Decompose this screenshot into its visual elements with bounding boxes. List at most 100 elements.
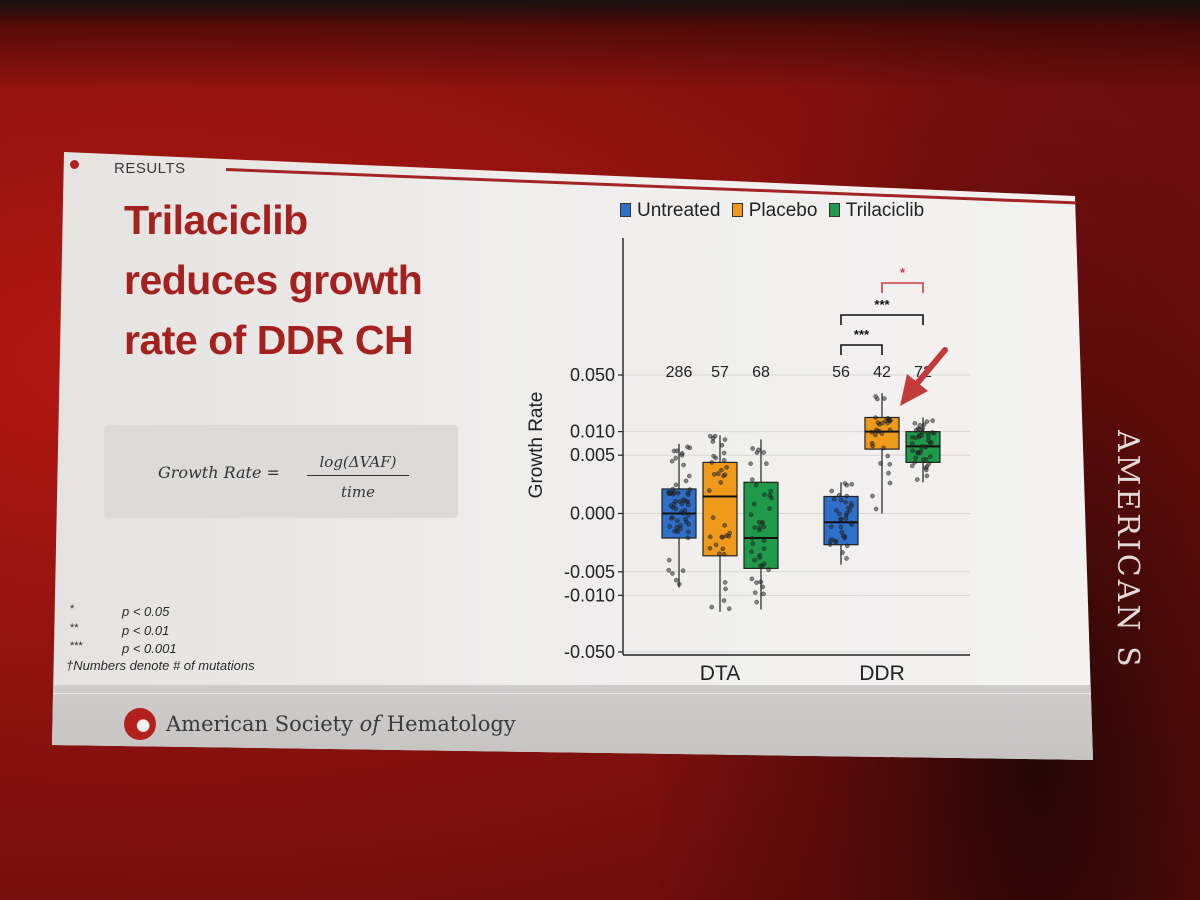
point-placebo-dta [707, 433, 713, 439]
point-untreated-dta [685, 535, 691, 541]
formula-lhs: Growth Rate = [158, 463, 280, 482]
point-trilaciclib-dta [758, 579, 764, 585]
point-untreated-dta [673, 455, 679, 461]
point-trilaciclib-ddr [928, 440, 934, 445]
point-placebo-ddr [873, 394, 878, 399]
point-untreated-ddr [844, 543, 850, 549]
point-placebo-dta [719, 442, 725, 448]
y-tick-label-1: 0.010 [570, 422, 615, 442]
point-trilaciclib-dta [749, 477, 755, 482]
point-placebo-dta [723, 586, 728, 592]
point-placebo-ddr [880, 420, 885, 426]
point-placebo-ddr [881, 396, 887, 401]
point-untreated-ddr [839, 529, 845, 535]
point-trilaciclib-dta [750, 446, 756, 451]
point-untreated-ddr [832, 538, 838, 544]
point-trilaciclib-dta [761, 538, 767, 544]
formula-box: Growth Rate = log(ΔVAF) time [104, 425, 458, 518]
point-placebo-dta [721, 458, 727, 463]
point-untreated-dta [668, 503, 674, 509]
point-trilaciclib-ddr [924, 473, 930, 479]
point-placebo-ddr [887, 427, 893, 433]
point-placebo-dta [720, 534, 725, 540]
point-placebo-dta [721, 450, 727, 456]
point-untreated-dta [669, 516, 674, 521]
point-untreated-ddr [848, 501, 854, 506]
point-placebo-dta [709, 604, 715, 610]
point-placebo-ddr [869, 440, 875, 446]
y-tick-label-0: 0.050 [570, 365, 615, 385]
point-untreated-dta [683, 516, 688, 522]
title-line-1: Trilaciclib [124, 197, 308, 243]
point-untreated-dta [666, 491, 672, 497]
point-placebo-ddr [885, 453, 891, 459]
legend-swatch-untreated [620, 203, 631, 217]
point-untreated-ddr [849, 481, 855, 487]
chart-legend: Untreated Placebo Trilaciclib [620, 200, 930, 222]
point-untreated-ddr [844, 556, 849, 561]
point-trilaciclib-ddr [920, 426, 925, 431]
point-trilaciclib-dta [751, 501, 757, 507]
point-placebo-ddr [873, 432, 878, 438]
sig-text-1: p < 0.05 [122, 604, 170, 619]
point-untreated-dta [670, 571, 675, 576]
point-trilaciclib-dta [749, 536, 755, 541]
point-trilaciclib-ddr [912, 459, 918, 465]
point-untreated-ddr [838, 497, 844, 503]
point-untreated-ddr [840, 550, 845, 555]
title-line-3: rate of DDR CH [124, 317, 414, 363]
point-untreated-dta [673, 577, 679, 583]
point-placebo-dta [722, 580, 728, 585]
point-untreated-dta [679, 501, 685, 507]
point-trilaciclib-dta [752, 557, 757, 563]
point-placebo-dta [721, 598, 727, 603]
point-untreated-dta [685, 529, 691, 535]
point-placebo-dta [715, 471, 721, 476]
point-trilaciclib-dta [748, 461, 753, 467]
point-untreated-ddr [838, 516, 843, 522]
point-trilaciclib-dta [754, 482, 759, 488]
ash-logo-icon [124, 708, 156, 740]
formula-numerator: log(ΔVAF) [319, 453, 397, 471]
point-untreated-dta [686, 521, 691, 527]
n-label-placebo-dta: 57 [711, 364, 729, 381]
point-trilaciclib-dta [749, 576, 755, 582]
point-placebo-dta [727, 530, 733, 536]
point-trilaciclib-dta [757, 527, 762, 533]
point-trilaciclib-dta [762, 492, 767, 498]
point-placebo-dta [726, 606, 732, 612]
point-trilaciclib-dta [750, 541, 756, 546]
point-placebo-ddr [887, 461, 893, 467]
section-dot-icon [70, 160, 79, 169]
point-placebo-dta [720, 546, 726, 552]
point-untreated-ddr [844, 493, 850, 499]
point-trilaciclib-ddr [921, 457, 926, 463]
n-label-placebo-ddr: 42 [873, 364, 891, 381]
legend-swatch-trilaciclib [828, 203, 840, 217]
footer-divider [52, 693, 1093, 694]
point-trilaciclib-dta [766, 567, 771, 573]
point-trilaciclib-dta [761, 450, 767, 455]
point-trilaciclib-dta [752, 590, 758, 596]
point-trilaciclib-ddr [923, 467, 929, 473]
significance-label-1: *** [854, 327, 870, 342]
point-untreated-ddr [843, 512, 849, 518]
point-trilaciclib-ddr [919, 433, 924, 438]
point-untreated-dta [685, 512, 691, 518]
point-placebo-ddr [869, 429, 875, 435]
point-untreated-dta [687, 487, 693, 492]
point-placebo-dta [722, 472, 728, 478]
point-trilaciclib-ddr [913, 455, 919, 461]
legend-item-untreated: Untreated [620, 200, 720, 221]
n-label-untreated-dta: 286 [666, 364, 693, 381]
n-label-trilaciclib-dta: 68 [752, 364, 770, 381]
sig-symbol-1: * [70, 603, 75, 615]
point-trilaciclib-ddr [909, 463, 915, 469]
point-placebo-ddr [887, 417, 893, 423]
point-trilaciclib-dta [760, 584, 766, 590]
point-trilaciclib-dta [769, 495, 774, 501]
point-placebo-ddr [873, 415, 878, 420]
point-untreated-dta [674, 524, 680, 530]
significance-label-3: * [900, 265, 906, 280]
point-placebo-dta [722, 437, 728, 442]
